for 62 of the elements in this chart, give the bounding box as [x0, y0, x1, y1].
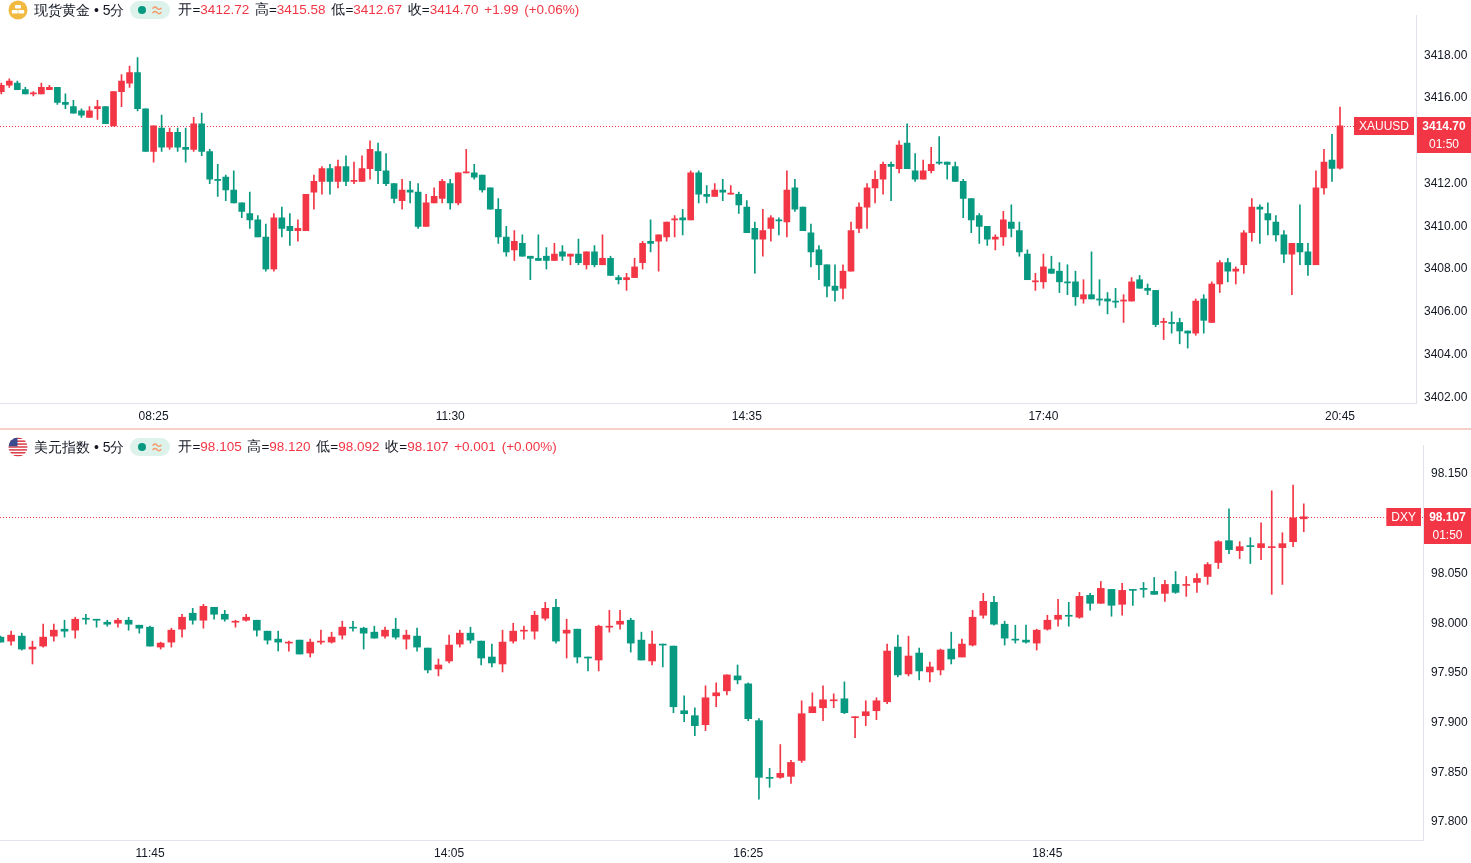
candlestick	[1193, 573, 1201, 593]
candlestick	[294, 219, 302, 242]
y-tick-label: 98.050	[1431, 565, 1469, 580]
x-tick-label: 17:40	[1028, 408, 1059, 423]
candlestick	[1150, 577, 1159, 595]
x-tick-label: 11:45	[135, 845, 165, 860]
chart-subtitle: 开=98.105 高=98.120 低=98.092 收=98.107 +0.001 (+0.00%)	[178, 439, 557, 454]
candlestick	[1235, 541, 1244, 559]
y-tick-label: 98.150	[1431, 466, 1469, 481]
candlestick	[887, 161, 895, 201]
y-tick-label: 3416.00	[1424, 90, 1468, 105]
candlestick	[1256, 204, 1264, 244]
candlestick	[1225, 508, 1233, 554]
y-tick-label: 3406.00	[1424, 304, 1468, 319]
text: 01:50	[1428, 136, 1460, 151]
candlestick	[462, 149, 470, 174]
chart-title: 现货黄金 • 5分	[34, 1, 125, 20]
chart-title: 美元指数 • 5分	[34, 438, 125, 457]
y-tick-label: 3404.00	[1424, 346, 1468, 361]
candlestick	[82, 613, 90, 625]
candlestick	[1328, 134, 1336, 182]
candlestick	[861, 700, 870, 726]
candlestick	[1257, 522, 1265, 560]
candlestick	[616, 609, 624, 630]
text: 3414.70	[1422, 118, 1467, 133]
candlestick	[350, 161, 358, 184]
candlestick	[286, 213, 294, 246]
y-tick-label: 97.800	[1431, 814, 1469, 829]
y-tick-label: 3408.00	[1424, 261, 1468, 276]
candlestick	[1129, 589, 1137, 606]
candlestick	[1064, 601, 1073, 627]
y-tick-label: 3418.00	[1424, 47, 1468, 62]
y-tick-label: 97.900	[1431, 714, 1469, 729]
candlestick	[829, 693, 838, 709]
candlestick	[680, 695, 688, 722]
x-tick-label: 11:30	[435, 408, 466, 423]
candlestick	[776, 744, 785, 779]
x-tick-label: 20:45	[1324, 408, 1356, 423]
candlestick	[831, 264, 839, 302]
x-tick-label: 08:25	[138, 408, 169, 423]
y-tick-label: 3412.00	[1424, 175, 1468, 190]
candlestick	[727, 185, 735, 195]
chart-subtitle: 开=3412.72 高=3415.58 低=3412.67 收=3414.70 +1.99 (+0.06%)	[178, 2, 580, 17]
y-tick-label: 98.000	[1431, 615, 1469, 630]
x-tick-label: 14:35	[731, 408, 763, 423]
candlestick	[1054, 599, 1062, 627]
y-tick-label: 3402.00	[1424, 389, 1468, 404]
candlestick	[679, 208, 686, 236]
y-tick-label: 3410.00	[1424, 218, 1468, 233]
y-tick-label: 97.850	[1431, 764, 1469, 779]
y-tick-label: 97.950	[1431, 665, 1469, 680]
candlestick	[246, 191, 254, 229]
candlestick	[851, 716, 859, 738]
candlestick	[1182, 576, 1191, 597]
x-tick-label: 14:05	[434, 845, 465, 860]
x-tick-label: 16:25	[733, 845, 764, 860]
candlestick	[712, 682, 721, 708]
ref-line-label: XAUUSD	[1358, 118, 1410, 133]
text: 98.107	[1429, 509, 1467, 524]
ref-line-label: DXY	[1391, 509, 1417, 524]
text: 01:50	[1432, 527, 1463, 542]
x-tick-label: 18:45	[1032, 845, 1063, 860]
